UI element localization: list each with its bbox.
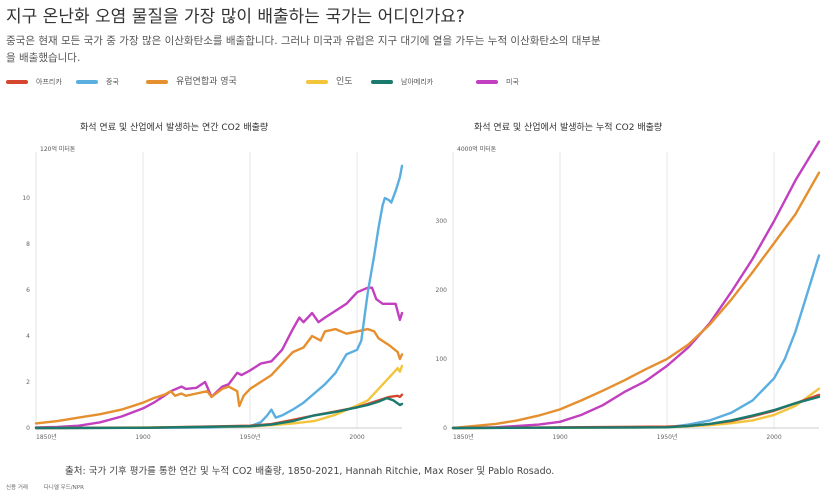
- series-line: [34, 396, 404, 430]
- legend-swatch: [476, 80, 498, 84]
- series-line: [34, 364, 404, 430]
- y-tick-label: 0: [443, 425, 447, 432]
- credit-name: 다니엘 우드/NPR: [43, 485, 84, 491]
- x-tick-label: 1900: [552, 434, 567, 441]
- credit-label: 신용 거래: [6, 485, 28, 491]
- y-tick-label: 2: [26, 379, 30, 386]
- legend-label: 중국: [106, 78, 119, 86]
- series-line: [34, 164, 404, 430]
- annual-chart-title: 화석 연료 및 산업에서 발생하는 연간 CO2 배출량: [80, 123, 269, 133]
- series-line: [451, 171, 821, 430]
- x-tick-label: 1950년: [657, 433, 678, 441]
- x-tick-label: 2000: [349, 434, 364, 441]
- series-line: [451, 395, 821, 430]
- subtitle-line-2: 을 배출했습니다.: [6, 52, 81, 64]
- chart-legend: 아프리카 중국 유럽연합과 영국 인도 남아메리카 미국: [6, 76, 826, 88]
- legend-swatch: [76, 80, 98, 84]
- subtitle-line-1: 중국은 현재 모든 국가 중 가장 많은 이산화탄소를 배출합니다. 그러나 미…: [6, 35, 601, 47]
- legend-label: 유럽연합과 영국: [176, 77, 237, 87]
- x-tick-label: 2000: [766, 434, 781, 441]
- y-tick-label: 200: [436, 287, 448, 294]
- x-tick-label: 1850년: [453, 433, 474, 441]
- legend-swatch: [146, 80, 168, 84]
- legend-swatch: [306, 80, 328, 84]
- y-tick-label: 4: [26, 333, 30, 340]
- credits: 신용 거래 다니엘 우드/NPR: [6, 483, 98, 491]
- source-note: 출처: 국가 기후 평가를 통한 연간 및 누적 CO2 배출량, 1850-2…: [65, 466, 555, 477]
- y-tick-label: 300: [436, 218, 448, 225]
- y-tick-label: 6: [26, 287, 30, 294]
- annual-emissions-chart: 1850년 1900 1950년 2000 0 2 4 6 8 10 120억 미터톤: [22, 145, 404, 441]
- y-tick-label: 0: [26, 425, 30, 432]
- y-axis-label: 4000억 미터톤: [457, 145, 497, 153]
- series-line: [451, 140, 821, 430]
- y-tick-label: 100: [436, 356, 448, 363]
- y-tick-label: 10: [22, 195, 30, 202]
- legend-label: 인도: [336, 77, 353, 87]
- series-line: [34, 286, 404, 429]
- y-tick-label: 8: [26, 241, 30, 248]
- cumulative-emissions-chart: 1850년 1900 1950년 2000 0 100 200 300 4000억 미터톤: [436, 140, 821, 441]
- legend-swatch: [6, 80, 28, 84]
- series-line: [34, 327, 404, 425]
- y-axis-label: 120억 미터톤: [40, 145, 76, 153]
- cumulative-chart-title: 화석 연료 및 산업에서 발생하는 누적 CO2 배출량: [474, 123, 663, 133]
- legend-label: 미국: [506, 78, 519, 86]
- x-tick-label: 1900: [135, 434, 150, 441]
- legend-swatch: [371, 80, 393, 84]
- page-subtitle: 중국은 현재 모든 국가 중 가장 많은 이산화탄소를 배출합니다. 그러나 미…: [6, 33, 696, 67]
- x-tick-label: 1950년: [240, 433, 261, 441]
- page-title: 지구 온난화 오염 물질을 가장 많이 배출하는 국가는 어디인가요?: [6, 7, 465, 27]
- series-line: [451, 254, 821, 430]
- legend-label: 아프리카: [36, 78, 62, 86]
- x-tick-label: 1850년: [36, 433, 57, 441]
- legend-label: 남아메리카: [401, 78, 434, 86]
